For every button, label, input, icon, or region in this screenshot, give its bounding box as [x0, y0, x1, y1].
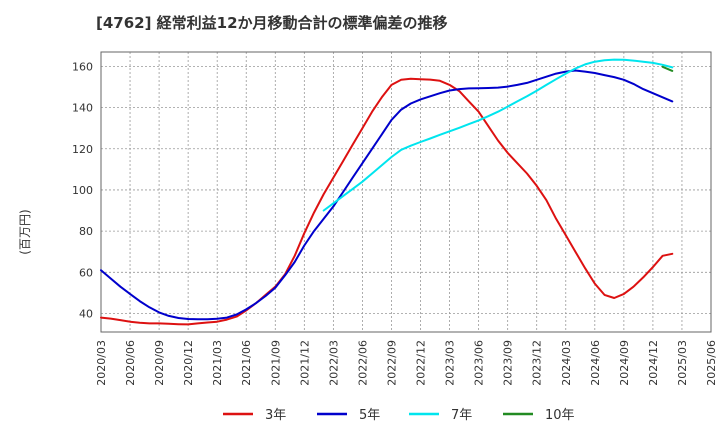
- x-tick-label: 2022/06: [356, 340, 369, 386]
- y-tick-label: 140: [72, 102, 93, 115]
- series-lines: [100, 58, 674, 326]
- x-tick-label: 2023/06: [473, 340, 486, 386]
- x-tick-label: 2023/12: [531, 340, 544, 386]
- y-tick-label: 120: [72, 143, 93, 156]
- x-tick-label: 2023/03: [444, 340, 457, 386]
- x-tick-label: 2024/09: [618, 340, 631, 386]
- legend-label: 7年: [451, 408, 472, 423]
- x-tick-label: 2020/09: [153, 340, 166, 386]
- y-tick-label: 80: [79, 225, 93, 238]
- y-tick-label: 40: [79, 307, 93, 320]
- series-line-7年: [322, 58, 674, 212]
- x-tick-label: 2021/12: [298, 340, 311, 386]
- chart-title: [4762] 経常利益12か月移動合計の標準偏差の推移: [96, 14, 448, 32]
- x-tick-label: 2022/03: [327, 340, 340, 386]
- y-tick-label: 160: [72, 60, 93, 73]
- series-line-10年: [661, 65, 674, 72]
- legend: 3年 5年 7年 10年: [223, 408, 575, 423]
- series-line-5年: [100, 69, 674, 321]
- legend-label: 5年: [359, 408, 380, 423]
- x-tick-label: 2020/03: [95, 340, 108, 386]
- x-tick-label: 2025/03: [676, 340, 689, 386]
- x-tick-label: 2020/06: [124, 340, 137, 386]
- x-tick-label: 2021/06: [240, 340, 253, 386]
- x-tick-label: 2021/03: [211, 340, 224, 386]
- x-tick-label: 2024/03: [560, 340, 573, 386]
- x-tick-label: 2022/12: [415, 340, 428, 386]
- x-tick-label: 2020/12: [182, 340, 195, 386]
- x-tick-label: 2024/12: [647, 340, 660, 386]
- legend-label: 10年: [545, 408, 575, 423]
- y-tick-label: 100: [72, 184, 93, 197]
- x-tick-label: 2024/06: [589, 340, 602, 386]
- grid-lines: [100, 52, 712, 332]
- x-tick-label: 2025/06: [705, 340, 718, 386]
- series-line-3年: [100, 77, 674, 326]
- x-tick-label: 2021/09: [269, 340, 282, 386]
- x-tick-label: 2023/09: [502, 340, 515, 386]
- plot-area: [100, 51, 712, 333]
- y-tick-label: 60: [79, 266, 93, 279]
- x-axis-ticks: 2020/03 2020/06 2020/09 2020/12 2021/03 2021/…: [95, 340, 718, 386]
- x-tick-label: 2022/09: [385, 340, 398, 386]
- legend-label: 3年: [265, 408, 286, 423]
- y-axis-ticks: 40 60 80 100 120 140 160: [72, 60, 93, 320]
